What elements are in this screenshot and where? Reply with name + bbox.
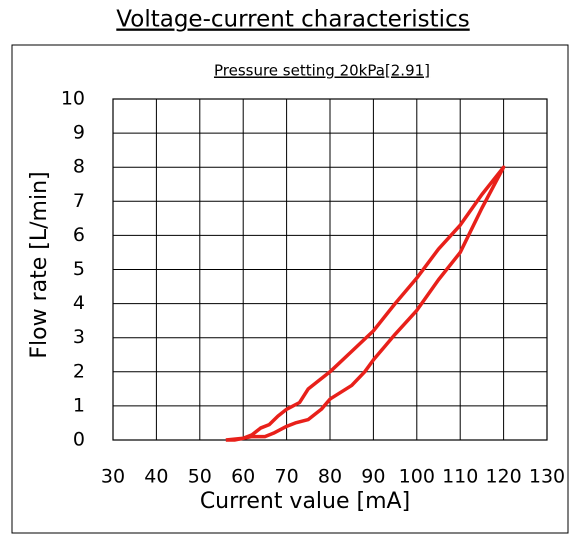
x-tick-label: 90 <box>361 466 385 488</box>
y-tick-label: 7 <box>73 190 85 212</box>
y-tick-label: 3 <box>73 326 85 348</box>
y-tick-label: 5 <box>73 258 85 280</box>
x-tick-label: 80 <box>318 466 342 488</box>
y-axis-label: Flow rate [L/min] <box>27 171 52 358</box>
y-tick-label: 1 <box>73 394 85 416</box>
y-tick-label: 10 <box>61 88 85 110</box>
y-tick-label: 0 <box>73 429 85 451</box>
x-tick-label: 120 <box>485 466 521 488</box>
x-tick-label: 60 <box>231 466 255 488</box>
y-tick-label: 2 <box>73 360 85 382</box>
chart-title: Voltage-current characteristics <box>116 7 469 33</box>
y-tick-label: 9 <box>73 122 85 144</box>
x-axis-label: Current value [mA] <box>200 489 410 514</box>
y-tick-label: 4 <box>73 292 85 314</box>
x-tick-label: 100 <box>399 466 435 488</box>
x-tick-label: 110 <box>442 466 478 488</box>
frame <box>11 44 569 534</box>
y-tick-label: 6 <box>73 224 85 246</box>
y-tick-label: 8 <box>73 156 85 178</box>
x-tick-label: 30 <box>101 466 125 488</box>
x-tick-label: 50 <box>188 466 212 488</box>
x-tick-label: 70 <box>275 466 299 488</box>
data-line <box>225 165 506 442</box>
x-tick-label: 130 <box>529 466 565 488</box>
chart-subtitle: Pressure setting 20kPa[2.91] <box>214 62 430 80</box>
x-tick-label: 40 <box>144 466 168 488</box>
